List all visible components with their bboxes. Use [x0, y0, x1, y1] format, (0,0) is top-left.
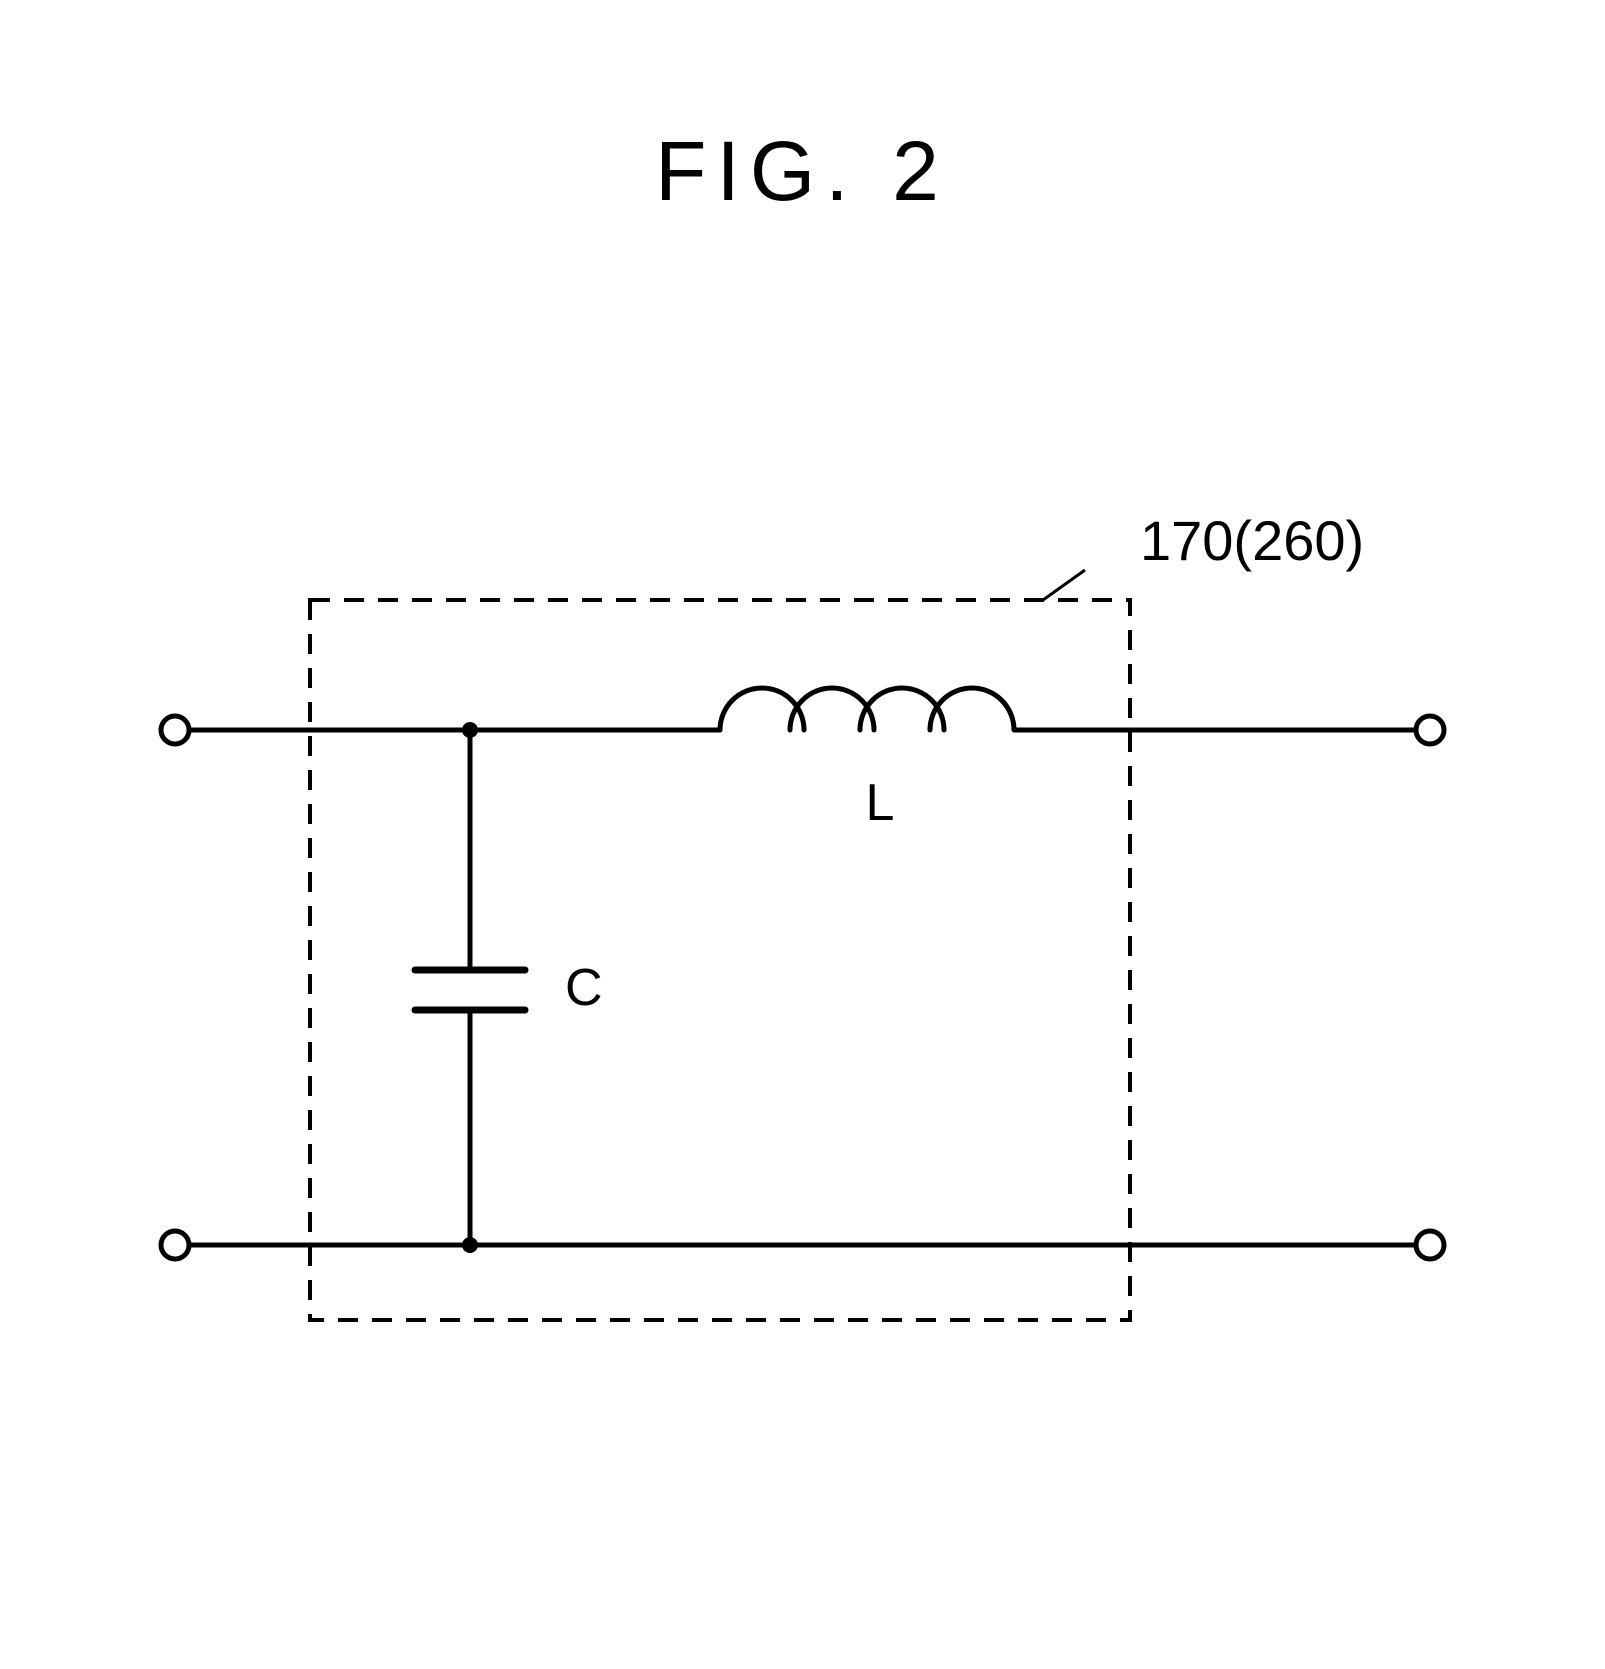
junction-cap-bot: [462, 1237, 478, 1253]
block-label-leader: [1043, 570, 1085, 600]
capacitor-label: C: [565, 959, 603, 1017]
inductor-label: L: [866, 774, 895, 832]
terminal-in-top: [161, 716, 189, 744]
figure-title: FIG. 2: [655, 124, 949, 218]
terminal-in-bottom: [161, 1231, 189, 1259]
inductor-symbol: [720, 688, 1055, 730]
block-label: 170(260): [1140, 509, 1364, 572]
terminal-out-top: [1416, 716, 1444, 744]
junction-cap-top: [462, 722, 478, 738]
terminal-out-bottom: [1416, 1231, 1444, 1259]
